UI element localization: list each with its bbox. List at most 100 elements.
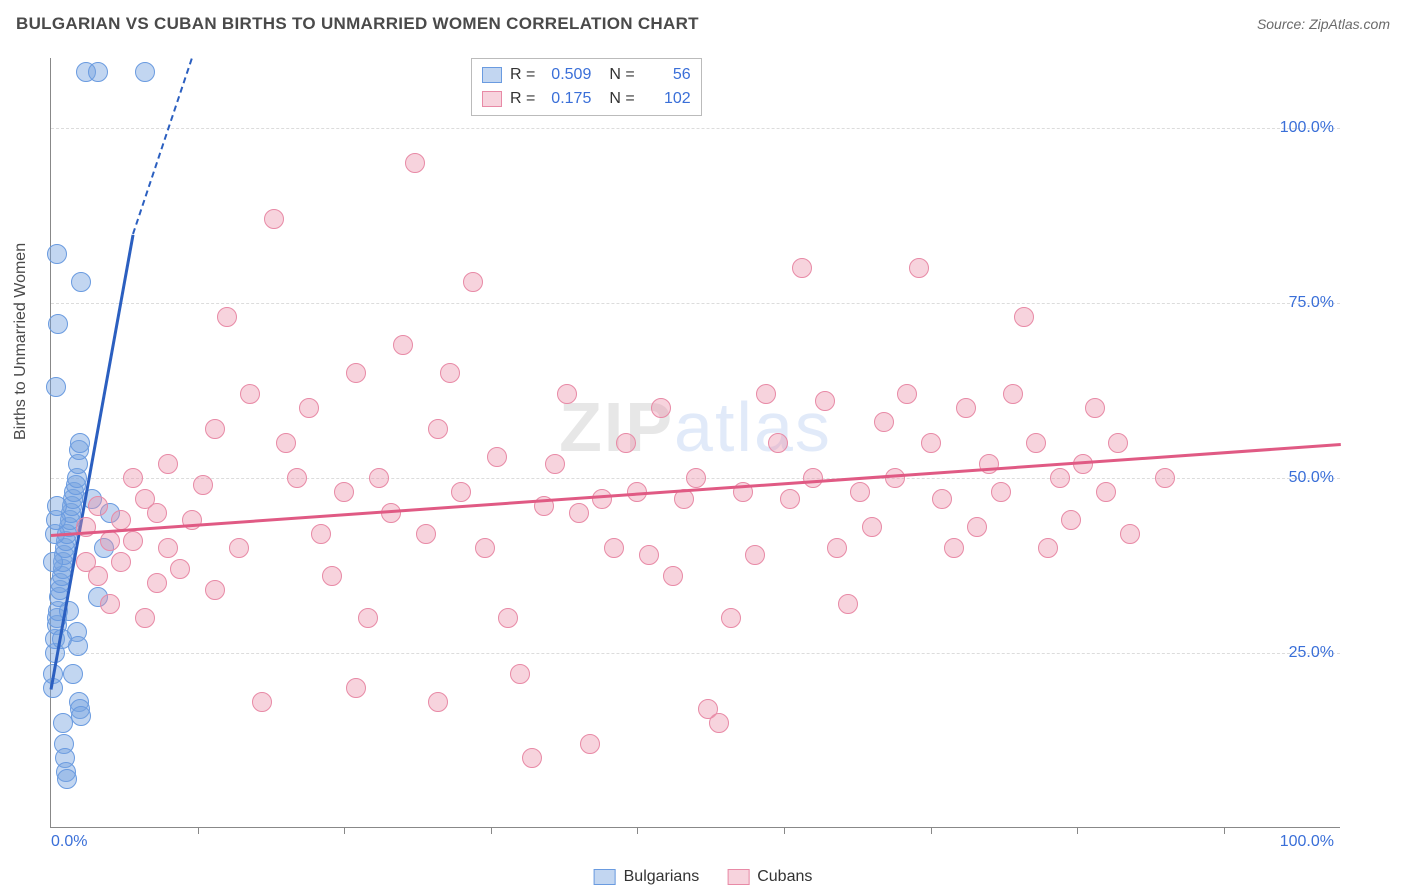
data-point [322,566,342,586]
data-point [111,510,131,530]
data-point [158,454,178,474]
x-tick [344,827,345,834]
data-point [240,384,260,404]
data-point [229,538,249,558]
data-point [580,734,600,754]
legend-item: Cubans [727,868,812,886]
x-tick [1077,827,1078,834]
data-point [63,664,83,684]
data-point [815,391,835,411]
data-point [1108,433,1128,453]
data-point [405,153,425,173]
data-point [874,412,894,432]
data-point [346,678,366,698]
data-point [909,258,929,278]
series-swatch [594,869,616,885]
data-point [47,496,67,516]
data-point [205,419,225,439]
data-point [88,62,108,82]
data-point [53,713,73,733]
data-point [991,482,1011,502]
legend-label: Bulgarians [624,868,700,886]
stat-n-label: N = [609,87,634,111]
data-point [463,272,483,292]
stat-r-label: R = [510,63,535,87]
data-point [393,335,413,355]
data-point [1014,307,1034,327]
data-point [158,538,178,558]
data-point [1061,510,1081,530]
data-point [616,433,636,453]
data-point [416,524,436,544]
data-point [193,475,213,495]
y-tick-label: 50.0% [1289,469,1334,487]
data-point [827,538,847,558]
stat-n-label: N = [609,63,634,87]
gridline [51,128,1340,129]
data-point [686,468,706,488]
stats-row: R =0.175N =102 [482,87,691,111]
data-point [135,62,155,82]
y-tick-label: 100.0% [1280,119,1334,137]
stats-row: R =0.509N =56 [482,63,691,87]
data-point [1085,398,1105,418]
series-swatch [482,67,502,83]
data-point [487,447,507,467]
data-point [76,552,96,572]
data-point [557,384,577,404]
data-point [48,314,68,334]
data-point [88,496,108,516]
data-point [170,559,190,579]
data-point [510,664,530,684]
data-point [745,545,765,565]
data-point [756,384,776,404]
data-point [921,433,941,453]
legend-item: Bulgarians [594,868,700,886]
data-point [780,489,800,509]
data-point [70,433,90,453]
data-point [721,608,741,628]
data-point [1155,468,1175,488]
y-tick-label: 25.0% [1289,644,1334,662]
data-point [334,482,354,502]
data-point [71,272,91,292]
data-point [43,552,63,572]
data-point [663,566,683,586]
x-tick [198,827,199,834]
x-tick [491,827,492,834]
data-point [358,608,378,628]
watermark: ZIPatlas [559,387,832,467]
x-tick-label-right: 100.0% [1280,833,1334,851]
x-tick-label-left: 0.0% [51,833,87,851]
y-axis-label: Births to Unmarried Women [12,243,30,440]
data-point [71,706,91,726]
data-point [287,468,307,488]
x-tick [637,827,638,834]
gridline [51,303,1340,304]
data-point [147,503,167,523]
data-point [956,398,976,418]
y-tick-label: 75.0% [1289,294,1334,312]
series-swatch [482,91,502,107]
data-point [803,468,823,488]
data-point [838,594,858,614]
data-point [522,748,542,768]
data-point [205,580,225,600]
data-point [768,433,788,453]
data-point [604,538,624,558]
trend-line-extrapolated [132,59,193,235]
data-point [217,307,237,327]
data-point [1038,538,1058,558]
data-point [369,468,389,488]
data-point [57,769,77,789]
data-point [967,517,987,537]
data-point [311,524,331,544]
data-point [639,545,659,565]
data-point [792,258,812,278]
data-point [123,468,143,488]
data-point [944,538,964,558]
stat-r-value: 0.175 [543,87,591,111]
x-tick [1224,827,1225,834]
chart-header: BULGARIAN VS CUBAN BIRTHS TO UNMARRIED W… [0,0,1406,48]
data-point [897,384,917,404]
